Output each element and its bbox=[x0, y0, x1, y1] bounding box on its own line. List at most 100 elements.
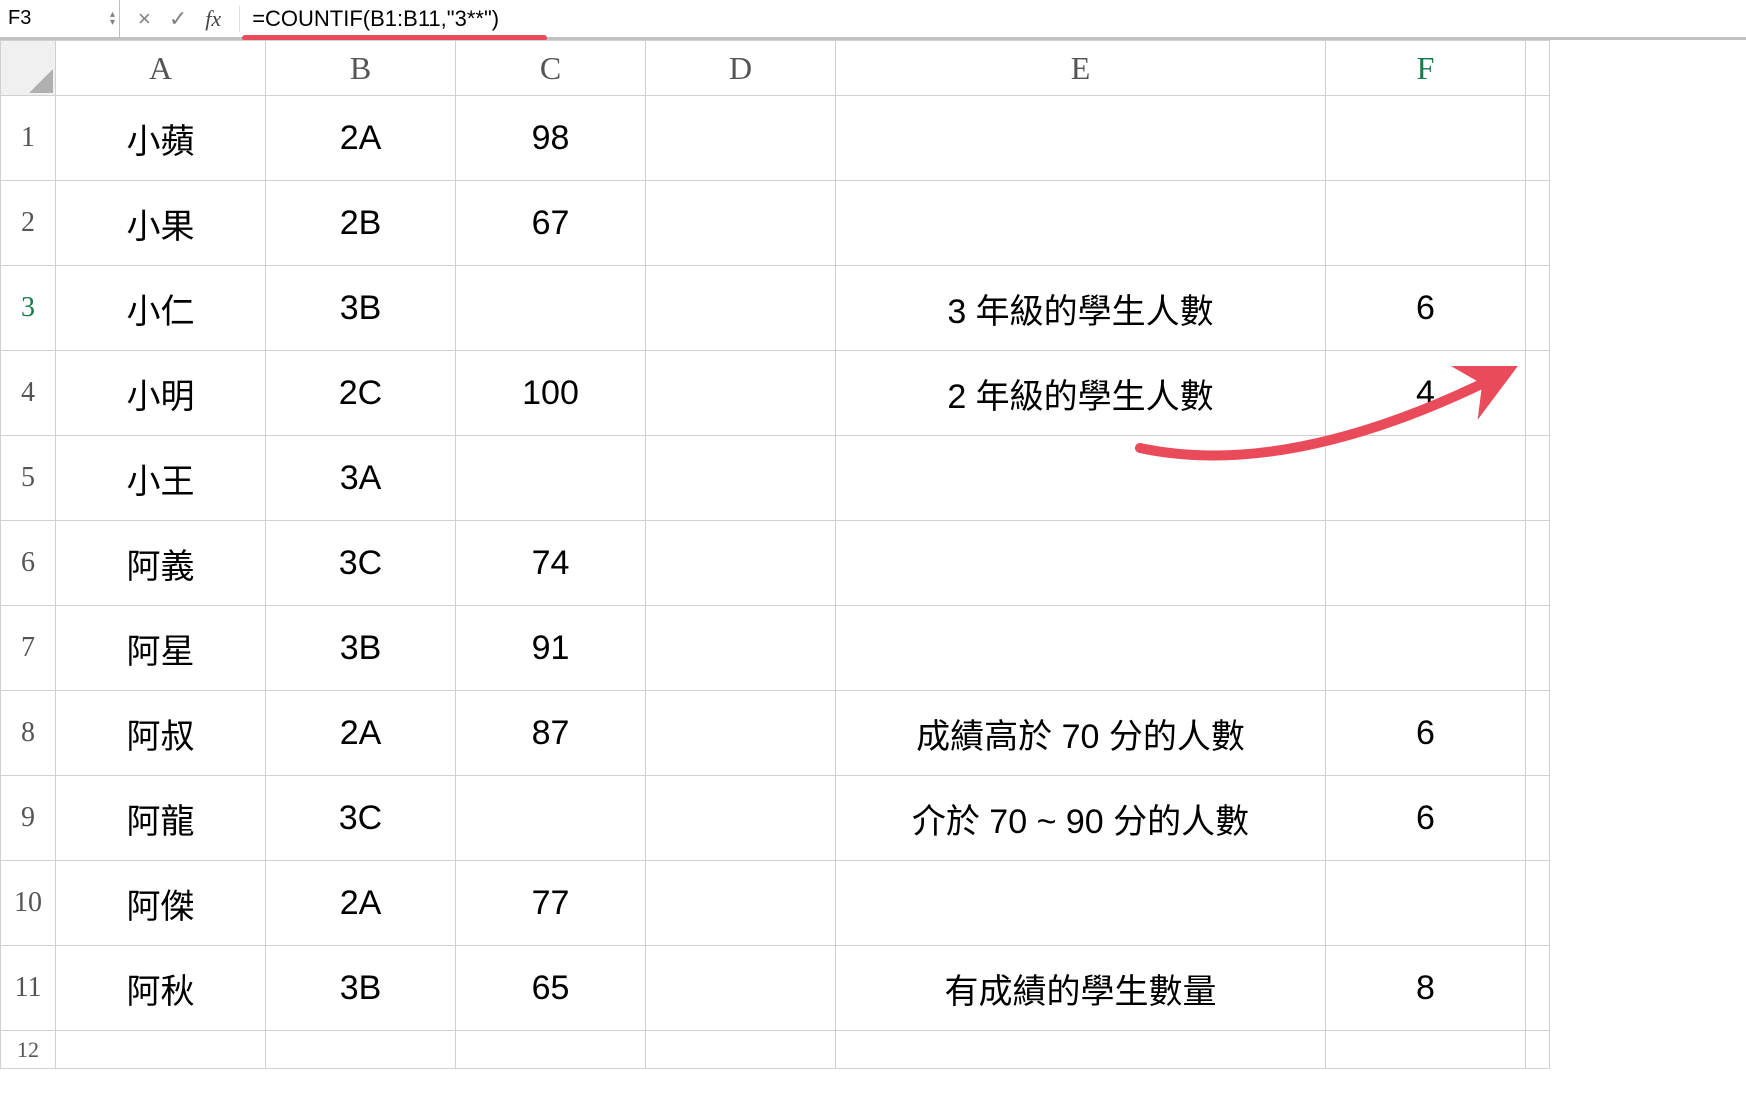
cancel-icon[interactable]: × bbox=[138, 6, 151, 32]
cell-E7[interactable] bbox=[836, 606, 1326, 691]
cell-A1[interactable]: 小蘋 bbox=[56, 96, 266, 181]
cell-C9[interactable] bbox=[456, 776, 646, 861]
cell-D3[interactable] bbox=[646, 266, 836, 351]
cell-F4[interactable]: 4 bbox=[1326, 351, 1526, 436]
cell-E6[interactable] bbox=[836, 521, 1326, 606]
cell-C3[interactable] bbox=[456, 266, 646, 351]
cell-partial-12-0[interactable] bbox=[56, 1031, 266, 1069]
cell-E11[interactable]: 有成績的學生數量 bbox=[836, 946, 1326, 1031]
cell-edge-8[interactable] bbox=[1526, 691, 1550, 776]
cell-B2[interactable]: 2B bbox=[266, 181, 456, 266]
column-header-A[interactable]: A bbox=[56, 41, 266, 96]
cell-partial-12-4[interactable] bbox=[836, 1031, 1326, 1069]
cell-D2[interactable] bbox=[646, 181, 836, 266]
cell-B9[interactable]: 3C bbox=[266, 776, 456, 861]
row-header-9[interactable]: 9 bbox=[1, 776, 56, 861]
cell-C6[interactable]: 74 bbox=[456, 521, 646, 606]
cell-F3[interactable]: 6 bbox=[1326, 266, 1526, 351]
name-box[interactable]: F3 ▴ ▾ bbox=[0, 0, 120, 39]
cell-D1[interactable] bbox=[646, 96, 836, 181]
cell-D11[interactable] bbox=[646, 946, 836, 1031]
cell-C11[interactable]: 65 bbox=[456, 946, 646, 1031]
row-header-8[interactable]: 8 bbox=[1, 691, 56, 776]
cell-B10[interactable]: 2A bbox=[266, 861, 456, 946]
cell-edge-11[interactable] bbox=[1526, 946, 1550, 1031]
column-header-D[interactable]: D bbox=[646, 41, 836, 96]
cell-F6[interactable] bbox=[1326, 521, 1526, 606]
select-all-corner[interactable] bbox=[1, 41, 56, 96]
cell-A11[interactable]: 阿秋 bbox=[56, 946, 266, 1031]
cell-D9[interactable] bbox=[646, 776, 836, 861]
cell-B6[interactable]: 3C bbox=[266, 521, 456, 606]
cell-B1[interactable]: 2A bbox=[266, 96, 456, 181]
cell-edge-3[interactable] bbox=[1526, 266, 1550, 351]
cell-A3[interactable]: 小仁 bbox=[56, 266, 266, 351]
cell-E10[interactable] bbox=[836, 861, 1326, 946]
cell-F5[interactable] bbox=[1326, 436, 1526, 521]
cell-edge-6[interactable] bbox=[1526, 521, 1550, 606]
cell-partial-12-2[interactable] bbox=[456, 1031, 646, 1069]
row-header-7[interactable]: 7 bbox=[1, 606, 56, 691]
row-header-4[interactable]: 4 bbox=[1, 351, 56, 436]
row-header-3[interactable]: 3 bbox=[1, 266, 56, 351]
column-header-E[interactable]: E bbox=[836, 41, 1326, 96]
row-header-1[interactable]: 1 bbox=[1, 96, 56, 181]
cell-A7[interactable]: 阿星 bbox=[56, 606, 266, 691]
cell-F2[interactable] bbox=[1326, 181, 1526, 266]
cell-E5[interactable] bbox=[836, 436, 1326, 521]
cell-B5[interactable]: 3A bbox=[266, 436, 456, 521]
cell-A9[interactable]: 阿龍 bbox=[56, 776, 266, 861]
row-header-5[interactable]: 5 bbox=[1, 436, 56, 521]
cell-edge-10[interactable] bbox=[1526, 861, 1550, 946]
cell-F7[interactable] bbox=[1326, 606, 1526, 691]
cell-B8[interactable]: 2A bbox=[266, 691, 456, 776]
cell-partial-12-5[interactable] bbox=[1326, 1031, 1526, 1069]
cell-F11[interactable]: 8 bbox=[1326, 946, 1526, 1031]
fx-icon[interactable]: fx bbox=[205, 6, 221, 32]
cell-D7[interactable] bbox=[646, 606, 836, 691]
row-header-11[interactable]: 11 bbox=[1, 946, 56, 1031]
cell-F8[interactable]: 6 bbox=[1326, 691, 1526, 776]
cell-partial-12-6[interactable] bbox=[1526, 1031, 1550, 1069]
cell-edge-1[interactable] bbox=[1526, 96, 1550, 181]
cell-edge-4[interactable] bbox=[1526, 351, 1550, 436]
cell-C5[interactable] bbox=[456, 436, 646, 521]
cell-edge-5[interactable] bbox=[1526, 436, 1550, 521]
cell-E1[interactable] bbox=[836, 96, 1326, 181]
cell-edge-2[interactable] bbox=[1526, 181, 1550, 266]
cell-A6[interactable]: 阿義 bbox=[56, 521, 266, 606]
cell-C4[interactable]: 100 bbox=[456, 351, 646, 436]
spreadsheet-grid[interactable]: ABCDEF 1小蘋2A982小果2B673小仁3B3 年級的學生人數64小明2… bbox=[0, 40, 1550, 1069]
cell-C1[interactable]: 98 bbox=[456, 96, 646, 181]
cell-E9[interactable]: 介於 70 ~ 90 分的人數 bbox=[836, 776, 1326, 861]
name-box-spinner[interactable]: ▴ ▾ bbox=[110, 11, 115, 27]
formula-input[interactable]: =COUNTIF(B1:B11,"3**") bbox=[240, 0, 1746, 39]
cell-C7[interactable]: 91 bbox=[456, 606, 646, 691]
cell-D5[interactable] bbox=[646, 436, 836, 521]
column-header-B[interactable]: B bbox=[266, 41, 456, 96]
cell-B7[interactable]: 3B bbox=[266, 606, 456, 691]
cell-B11[interactable]: 3B bbox=[266, 946, 456, 1031]
cell-E3[interactable]: 3 年級的學生人數 bbox=[836, 266, 1326, 351]
cell-F9[interactable]: 6 bbox=[1326, 776, 1526, 861]
row-header-10[interactable]: 10 bbox=[1, 861, 56, 946]
row-header-6[interactable]: 6 bbox=[1, 521, 56, 606]
cell-A2[interactable]: 小果 bbox=[56, 181, 266, 266]
row-header-12[interactable]: 12 bbox=[1, 1031, 56, 1069]
cell-B3[interactable]: 3B bbox=[266, 266, 456, 351]
cell-F1[interactable] bbox=[1326, 96, 1526, 181]
cell-E2[interactable] bbox=[836, 181, 1326, 266]
cell-edge-9[interactable] bbox=[1526, 776, 1550, 861]
cell-edge-7[interactable] bbox=[1526, 606, 1550, 691]
cell-A5[interactable]: 小王 bbox=[56, 436, 266, 521]
column-header-F[interactable]: F bbox=[1326, 41, 1526, 96]
column-header-C[interactable]: C bbox=[456, 41, 646, 96]
cell-E8[interactable]: 成績高於 70 分的人數 bbox=[836, 691, 1326, 776]
cell-partial-12-1[interactable] bbox=[266, 1031, 456, 1069]
cell-A8[interactable]: 阿叔 bbox=[56, 691, 266, 776]
cell-C2[interactable]: 67 bbox=[456, 181, 646, 266]
confirm-icon[interactable]: ✓ bbox=[169, 6, 187, 32]
cell-E4[interactable]: 2 年級的學生人數 bbox=[836, 351, 1326, 436]
cell-A4[interactable]: 小明 bbox=[56, 351, 266, 436]
cell-C10[interactable]: 77 bbox=[456, 861, 646, 946]
